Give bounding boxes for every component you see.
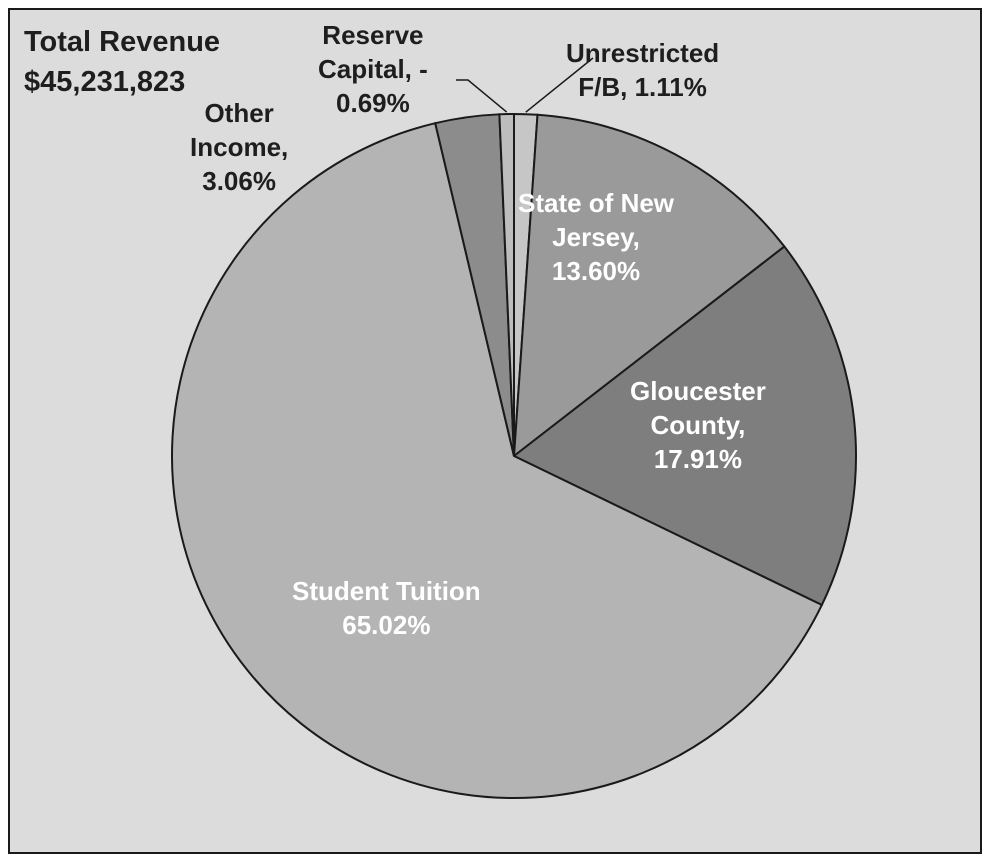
leader-line-unrestricted bbox=[525, 57, 594, 113]
pie-chart bbox=[171, 57, 857, 799]
chart-title-block: Total Revenue $45,231,823 bbox=[24, 22, 220, 102]
chart-total: $45,231,823 bbox=[24, 66, 186, 98]
chart-frame: Total Revenue $45,231,823 Unrestricted F… bbox=[8, 8, 982, 854]
pie-slice-gloucester-county bbox=[512, 245, 857, 607]
label-gloucester-county: Gloucester County, 17.91% bbox=[630, 376, 766, 474]
label-student-tuition: Student Tuition 65.02% bbox=[292, 576, 481, 640]
chart-title: Total Revenue bbox=[24, 26, 221, 58]
leader-line-reserve-capital bbox=[456, 79, 508, 113]
label-unrestricted: Unrestricted F/B, 1.11% bbox=[566, 38, 720, 102]
label-other-income: Other Income, 3.06% bbox=[190, 98, 289, 196]
pie-slice-student-tuition bbox=[171, 121, 824, 799]
label-state-of-new-jersey: State of New Jersey, 13.60% bbox=[518, 188, 675, 286]
pie-slice-state-of-new-jersey bbox=[512, 113, 786, 459]
pie-slice-reserve-capital bbox=[498, 112, 515, 457]
label-reserve-capital: Reserve Capital, - 0.69% bbox=[318, 20, 428, 118]
